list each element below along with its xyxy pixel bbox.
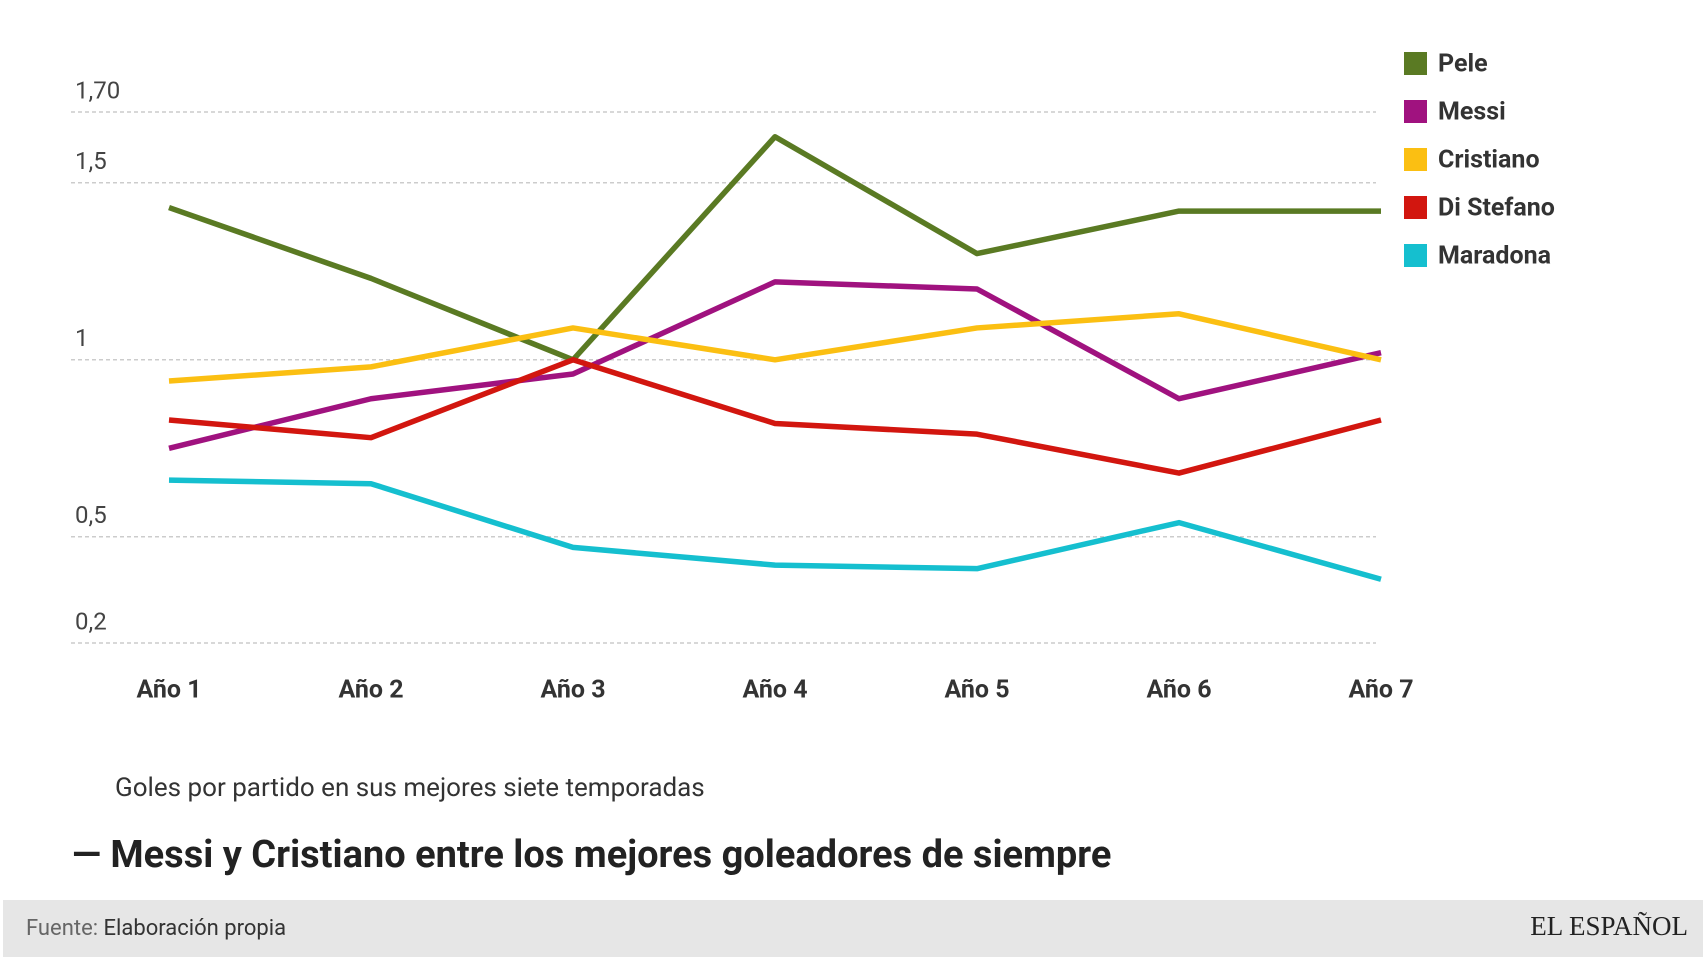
x-tick-label: Año 2 [338, 676, 403, 705]
series-line [168, 311, 1382, 384]
source-label: Fuente: Elaboración propia [26, 916, 286, 941]
chart-subtitle: Goles por partido en sus mejores siete t… [115, 773, 705, 803]
legend-label: Messi [1438, 98, 1506, 127]
legend-swatch [1404, 52, 1427, 75]
series-line [168, 477, 1382, 582]
legend-swatch [1404, 148, 1427, 171]
y-tick-label: 1,5 [75, 147, 107, 175]
x-tick-label: Año 3 [540, 676, 605, 705]
x-tick-label: Año 1 [136, 676, 201, 705]
legend-label: Pele [1438, 50, 1488, 79]
x-tick-label: Año 6 [1146, 676, 1211, 705]
legend-swatch [1404, 244, 1427, 267]
y-tick-label: 1 [75, 324, 89, 352]
source-label-text: Fuente: [26, 916, 98, 941]
x-tick-label: Año 7 [1348, 676, 1413, 705]
legend-swatch [1404, 100, 1427, 123]
series-line [168, 357, 1382, 476]
x-tick-label: Año 5 [944, 676, 1009, 705]
series-line [168, 134, 1381, 363]
series-line [168, 279, 1382, 451]
legend-label: Cristiano [1438, 146, 1540, 175]
footer-bar [3, 900, 1703, 957]
y-tick-label: 1,70 [75, 76, 120, 104]
legend-swatch [1404, 196, 1427, 219]
legend-label: Di Stefano [1438, 194, 1555, 223]
x-tick-label: Año 4 [742, 676, 807, 705]
legend-label: Maradona [1438, 242, 1551, 271]
y-tick-label: 0,5 [75, 501, 107, 529]
brand: EL ESPAÑOL [1530, 911, 1688, 941]
y-tick-label: 0,2 [75, 607, 107, 635]
chart-title: — Messi y Cristiano entre los mejores go… [72, 833, 1111, 877]
source-text: Elaboración propia [104, 916, 287, 941]
